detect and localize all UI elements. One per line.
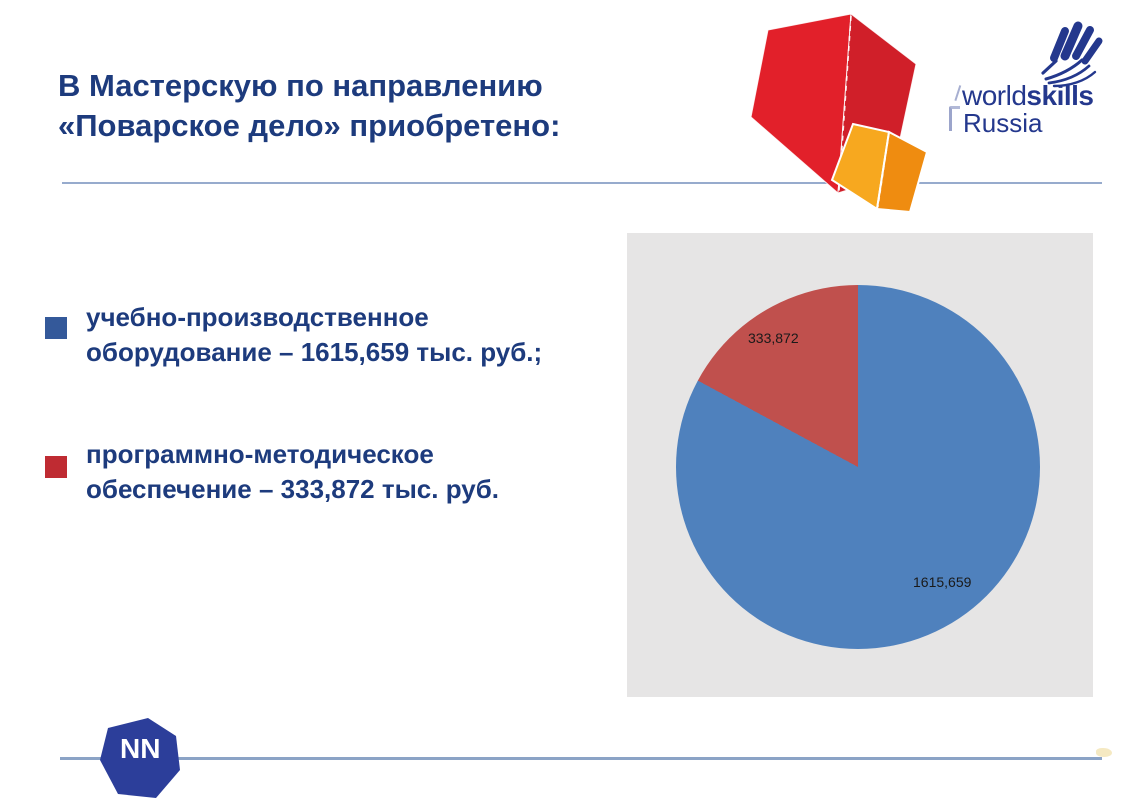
header-divider-line <box>62 182 1102 184</box>
worldskills-wordmark: worldskills <box>962 80 1094 111</box>
chart-panel: 333,872 1615,659 <box>627 233 1093 697</box>
legend-label: программно-методическое обеспечение – 33… <box>86 439 499 504</box>
nn-badge-shape <box>100 718 180 798</box>
nn-badge-label: NN <box>120 733 161 764</box>
nn-badge: NN <box>96 718 186 800</box>
pie-data-label-equipment: 1615,659 <box>913 574 972 590</box>
pie-data-label-software: 333,872 <box>748 330 799 346</box>
legend-bullet-red <box>45 456 67 478</box>
pie-chart <box>676 285 1040 649</box>
worldskills-country: Russia <box>963 108 1043 138</box>
clipped-artifact-icon <box>947 83 962 101</box>
footer-divider-line <box>60 757 1102 760</box>
cubes-decoration-icon <box>750 13 929 214</box>
clipped-artifact-icon <box>949 106 960 131</box>
slide-title-line2: «Поварское дело» приобретено: <box>58 108 561 143</box>
orange-cube-icon <box>830 122 929 214</box>
legend-bullet-blue <box>45 317 67 339</box>
faint-page-mark <box>1096 748 1112 757</box>
worldskills-hand-icon <box>1041 21 1103 88</box>
slide-title: В Мастерскую по направлению «Поварское д… <box>58 66 678 146</box>
legend-label: учебно-производственное оборудование – 1… <box>86 302 543 367</box>
worldskills-word-bold: skills <box>1026 80 1094 111</box>
slide-title-line1: В Мастерскую по направлению <box>58 68 543 103</box>
worldskills-logo: worldskills Russia <box>947 14 1118 144</box>
worldskills-word-light: world <box>962 80 1027 111</box>
